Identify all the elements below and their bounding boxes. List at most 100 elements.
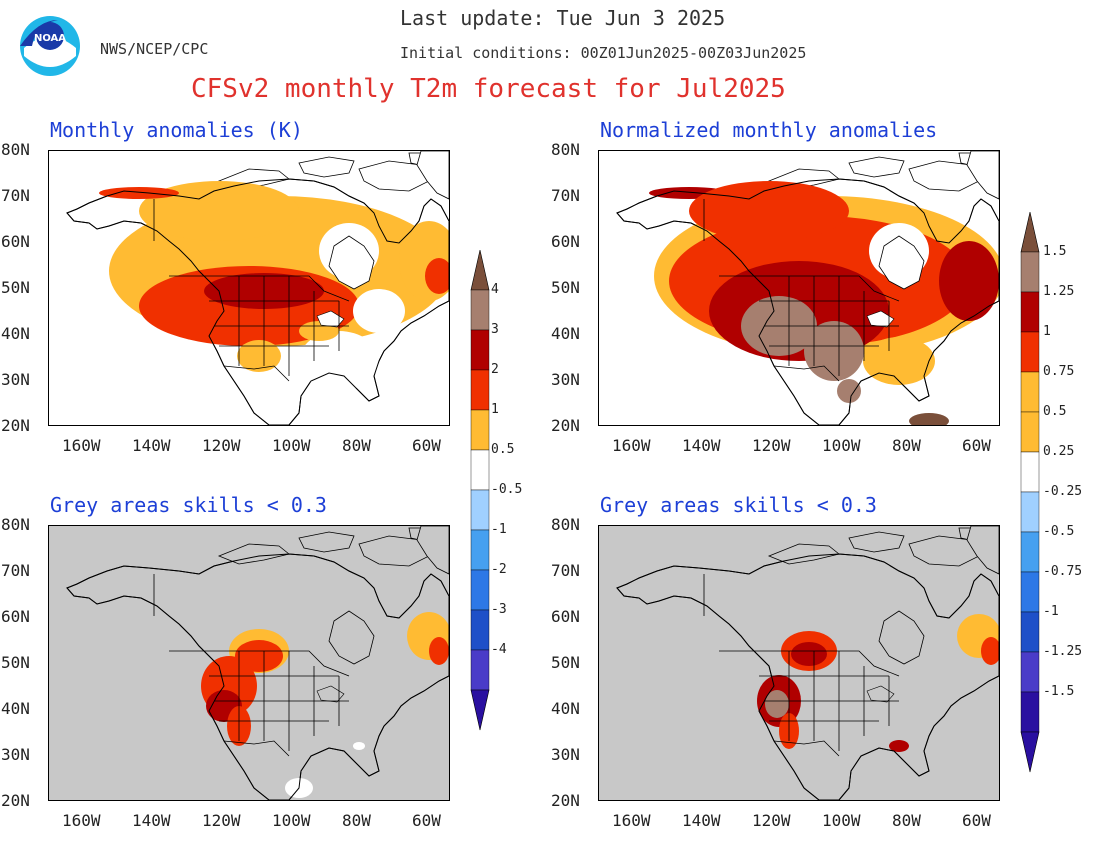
lon-tick-120W: 120W	[202, 436, 241, 455]
colorbar-label: -0.25	[1043, 484, 1083, 499]
colorbar-segment	[470, 609, 490, 651]
lat-tick-40N: 40N	[1, 324, 30, 343]
lat-tick-30N: 30N	[1, 745, 30, 764]
lon-tick-60W: 60W	[412, 436, 441, 455]
colorbar-segment	[1020, 291, 1040, 333]
lon-tick-100W: 100W	[272, 436, 311, 455]
lat-tick-60N: 60N	[1, 232, 30, 251]
colorbar-tip-top	[1020, 212, 1040, 253]
colorbar-label: 1.5	[1043, 244, 1067, 259]
colorbar-label: 0.75	[1043, 364, 1075, 379]
anomaly-map	[48, 150, 450, 426]
lon-tick-80W: 80W	[342, 811, 371, 830]
lat-tick-60N: 60N	[551, 607, 580, 626]
lat-tick-50N: 50N	[551, 278, 580, 297]
colorbar-segment	[470, 409, 490, 451]
lon-tick-140W: 140W	[682, 811, 721, 830]
lat-tick-30N: 30N	[1, 370, 30, 389]
lon-tick-100W: 100W	[272, 811, 311, 830]
colorbar-segment	[1020, 571, 1040, 613]
colorbar-tip-bottom	[470, 689, 490, 731]
colorbar-segment	[470, 289, 490, 331]
colorbar-label: -1.25	[1043, 644, 1083, 659]
lon-tick-80W: 80W	[342, 436, 371, 455]
lat-tick-30N: 30N	[551, 745, 580, 764]
lat-tick-50N: 50N	[1, 653, 30, 672]
colorbar-label: -0.5	[1043, 524, 1075, 539]
agency-label: NWS/NCEP/CPC	[100, 40, 209, 58]
lat-tick-20N: 20N	[551, 791, 580, 810]
lat-tick-50N: 50N	[1, 278, 30, 297]
lat-tick-20N: 20N	[1, 416, 30, 435]
colorbar-label: -4	[491, 642, 507, 657]
lat-tick-20N: 20N	[551, 416, 580, 435]
lon-tick-120W: 120W	[202, 811, 241, 830]
panel-title-norm: Normalized monthly anomalies	[600, 118, 938, 142]
colorbar-segment	[1020, 451, 1040, 493]
normalized-colorbar: 1.5 1.25 1 0.75 0.5 0.25 -0.25 -0.5 -0.75 -1 -1.25…	[1016, 212, 1096, 773]
lon-tick-80W: 80W	[892, 811, 921, 830]
colorbar-label: 1	[1043, 324, 1051, 339]
colorbar-segment	[470, 569, 490, 611]
lat-tick-40N: 40N	[1, 699, 30, 718]
lon-tick-60W: 60W	[962, 811, 991, 830]
panel-title-norm-skill: Grey areas skills < 0.3	[600, 493, 877, 517]
colorbar-segment	[1020, 411, 1040, 453]
colorbar-label: 2	[491, 362, 499, 377]
lon-tick-100W: 100W	[822, 436, 861, 455]
colorbar-tip-bottom	[1020, 731, 1040, 773]
colorbar-segment	[470, 369, 490, 411]
colorbar-label: 0.5	[491, 442, 515, 457]
lon-tick-160W: 160W	[612, 436, 651, 455]
lon-tick-60W: 60W	[412, 811, 441, 830]
lat-tick-60N: 60N	[551, 232, 580, 251]
lat-tick-30N: 30N	[551, 370, 580, 389]
panel-title-anom: Monthly anomalies (K)	[50, 118, 303, 142]
lat-tick-60N: 60N	[1, 607, 30, 626]
colorbar-segment	[1020, 611, 1040, 653]
lon-tick-60W: 60W	[962, 436, 991, 455]
lat-tick-40N: 40N	[551, 324, 580, 343]
colorbar-segment	[1020, 331, 1040, 373]
colorbar-label: 1.25	[1043, 284, 1075, 299]
panel-title-anom-skill: Grey areas skills < 0.3	[50, 493, 327, 517]
colorbar-label: -0.75	[1043, 564, 1083, 579]
lon-tick-160W: 160W	[62, 811, 101, 830]
lat-tick-70N: 70N	[1, 561, 30, 580]
colorbar-label: -3	[491, 602, 507, 617]
colorbar-label: 1	[491, 402, 499, 417]
colorbar-tip-top	[470, 250, 490, 291]
colorbar-label: -2	[491, 562, 507, 577]
normalized-anomaly-map	[598, 150, 1000, 426]
lon-tick-80W: 80W	[892, 436, 921, 455]
colorbar-label: -0.5	[491, 482, 523, 497]
colorbar-segment	[470, 449, 490, 491]
lat-tick-40N: 40N	[551, 699, 580, 718]
lat-tick-80N: 80N	[1, 515, 30, 534]
colorbar-label: -1.5	[1043, 684, 1075, 699]
colorbar-segment	[470, 489, 490, 531]
page-title: CFSv2 monthly T2m forecast for Jul2025	[191, 74, 786, 104]
lat-tick-80N: 80N	[551, 515, 580, 534]
lon-tick-140W: 140W	[682, 436, 721, 455]
lon-tick-100W: 100W	[822, 811, 861, 830]
lat-tick-70N: 70N	[551, 186, 580, 205]
lat-tick-20N: 20N	[1, 791, 30, 810]
lon-tick-120W: 120W	[752, 811, 791, 830]
colorbar-segment	[1020, 491, 1040, 533]
lat-tick-70N: 70N	[1, 186, 30, 205]
colorbar-segment	[1020, 371, 1040, 413]
colorbar-label: 4	[491, 282, 499, 297]
colorbar-label: -1	[491, 522, 507, 537]
lat-tick-70N: 70N	[551, 561, 580, 580]
colorbar-segment	[470, 649, 490, 691]
logo-text: NOAA	[34, 33, 66, 44]
colorbar-label: 0.25	[1043, 444, 1075, 459]
colorbar-segment	[1020, 691, 1040, 733]
last-update: Last update: Tue Jun 3 2025	[400, 6, 726, 30]
colorbar-segment	[470, 329, 490, 371]
noaa-logo-icon: NOAA	[18, 12, 82, 80]
normalized-skill-map	[598, 525, 1000, 801]
lat-tick-80N: 80N	[551, 140, 580, 159]
colorbar-label: -1	[1043, 604, 1059, 619]
